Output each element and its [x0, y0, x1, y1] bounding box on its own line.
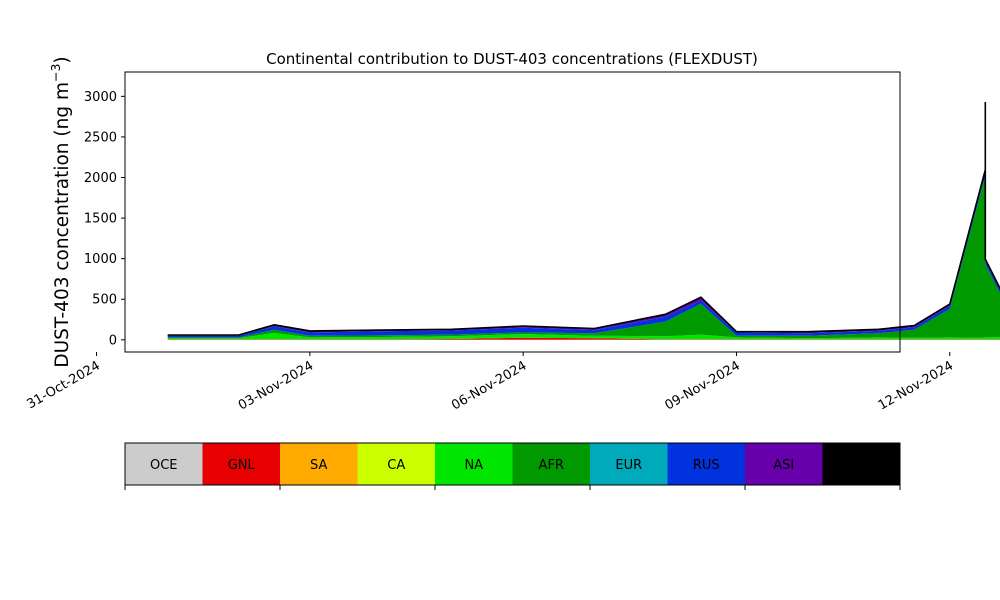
legend-label-rus: RUS: [693, 458, 720, 473]
total-concentration-line: [167, 102, 1000, 336]
legend-label-aus: AUS: [848, 458, 875, 473]
legend-swatch-ca: [357, 443, 436, 485]
x-tick-label: 06-Nov-2024: [449, 358, 529, 413]
legend-swatch-asi: [745, 443, 823, 485]
x-tick-label: 12-Nov-2024: [876, 358, 956, 413]
y-tick-label: 2500: [84, 130, 117, 145]
area-series-rus: [167, 105, 1000, 338]
stacked-areas: [167, 102, 1000, 340]
legend-label-afr: AFR: [539, 458, 564, 473]
legend-frame: [124, 442, 901, 486]
legend-swatch-eur: [590, 443, 668, 485]
legend-swatch-rus: [667, 443, 746, 485]
area-series-afr: [167, 110, 1000, 339]
y-axis-label: DUST-403 concentration (ng m−3): [48, 56, 73, 367]
x-tick-label: 03-Nov-2024: [236, 358, 316, 413]
area-series-na: [167, 332, 1000, 340]
legend-label-na: NA: [464, 458, 483, 473]
chart-title: Continental contribution to DUST-403 con…: [266, 50, 758, 68]
legend-label-ca: CA: [387, 458, 405, 473]
x-tick-label: 09-Nov-2024: [662, 358, 742, 413]
y-axis-label-close: ): [52, 56, 73, 63]
legend-swatch-gnl: [202, 443, 281, 485]
y-tick-label: 3000: [84, 90, 117, 105]
legend-swatch-oce: [125, 443, 203, 485]
legend-label-eur: EUR: [615, 458, 642, 473]
y-tick-label: 2000: [84, 171, 117, 186]
y-axis: 0 500 1000 1500 2000 2500 3000: [84, 90, 125, 348]
legend-swatch-sa: [280, 443, 358, 485]
legend-label-gnl: GNL: [228, 458, 256, 473]
total-outline: [167, 102, 1000, 336]
x-axis: 31-Oct-2024 03-Nov-2024 06-Nov-2024 09-Nov-…: [24, 352, 956, 413]
area-series-gnl: [167, 337, 1000, 340]
y-tick-label: 1500: [84, 212, 117, 227]
legend-label-sa: SA: [310, 458, 327, 473]
area-series-asi: [167, 102, 1000, 336]
legend-swatch-aus: [822, 443, 901, 485]
y-tick-label: 1000: [84, 252, 117, 267]
y-tick-label: 0: [109, 333, 117, 348]
legend-swatch-na: [435, 443, 513, 485]
legend-label-oce: OCE: [150, 458, 178, 473]
legend-colorbar: OCE GNL SA CA NA AFR EUR RUS ASI AUS: [124, 442, 901, 490]
legend-swatch-afr: [512, 443, 591, 485]
y-axis-label-main: DUST-403 concentration (ng m: [52, 82, 73, 368]
plot-frame: [124, 71, 901, 353]
y-tick-label: 500: [92, 293, 117, 308]
y-axis-label-superscript: −3: [48, 64, 63, 82]
legend-label-asi: ASI: [773, 458, 794, 473]
